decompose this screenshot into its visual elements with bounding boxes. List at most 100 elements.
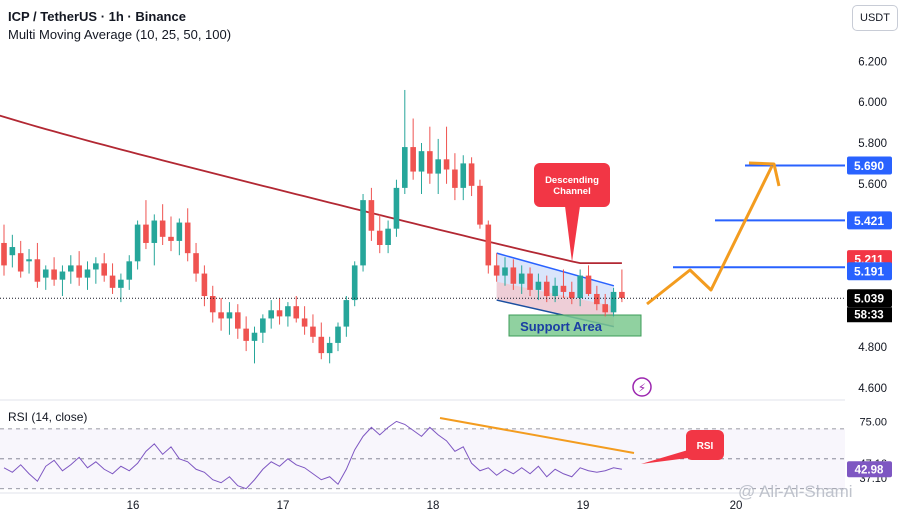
price-tick-label: 4.600 — [858, 383, 887, 395]
candle-body — [235, 312, 241, 329]
candle-body — [9, 247, 16, 256]
price-label: 5.039 — [847, 289, 892, 308]
candle-body — [543, 281, 550, 296]
price-label-text: 5.039 — [854, 292, 884, 306]
descending-channel-callout — [534, 163, 610, 207]
time-tick-label: 19 — [577, 500, 590, 512]
candle-body — [326, 342, 333, 354]
candle-body — [151, 220, 158, 243]
price-tick-label: 6.000 — [858, 97, 887, 109]
candle-body — [577, 275, 583, 299]
candle-body — [351, 265, 358, 301]
candle-body — [452, 169, 458, 188]
rsi-callout-text: RSI — [697, 441, 714, 452]
candle-body — [168, 236, 174, 241]
candle-body — [59, 271, 66, 280]
callout-pointer — [565, 206, 580, 262]
projection-arrow — [646, 165, 774, 306]
candle-body — [460, 163, 467, 188]
price-label-text: 5.191 — [854, 265, 884, 279]
rsi-tick-label: 75.00 — [859, 416, 887, 428]
projection-arrowhead — [748, 161, 781, 187]
candle-body — [184, 222, 191, 254]
candle-body — [619, 291, 625, 299]
candle-body — [143, 224, 149, 243]
candle-body — [493, 265, 500, 276]
candle-body — [126, 261, 133, 280]
horizontal-levels-layer — [0, 164, 845, 299]
support-area-label: Support Area — [520, 319, 603, 334]
candle-body — [93, 263, 99, 270]
candlestick-series — [1, 89, 625, 364]
candle-body — [260, 318, 266, 333]
bolt-icon-glyph: ⚡ — [638, 381, 646, 395]
candle-body — [159, 220, 166, 237]
symbol-title: ICP / TetherUS · 1h · Binance — [8, 9, 186, 24]
candle-body — [310, 326, 316, 337]
channel-upper-line — [496, 252, 615, 287]
price-tick-label: 5.800 — [858, 138, 887, 150]
moving-average-layer — [0, 114, 622, 265]
candle-body — [243, 328, 249, 341]
currency-button[interactable]: USDT — [852, 5, 898, 31]
candle-body — [201, 273, 208, 296]
watermark: @ Ali-Al-Shami — [738, 482, 853, 501]
grid-lines — [0, 399, 845, 494]
candle-body — [585, 275, 592, 294]
indicator-title: Multi Moving Average (10, 25, 50, 100) — [8, 27, 232, 42]
candle-body — [251, 332, 258, 341]
time-tick-label: 20 — [730, 500, 743, 512]
candle-body — [610, 291, 617, 313]
callout-text-line1: Descending — [545, 175, 599, 186]
candle-body — [485, 224, 492, 266]
price-label: 5.690 — [847, 156, 892, 175]
rsi-line — [3, 420, 622, 490]
candle-body — [134, 224, 141, 262]
time-tick-label: 17 — [277, 500, 290, 512]
candle-body — [393, 187, 400, 229]
time-axis: 16 17 18 19 20 — [127, 500, 743, 512]
price-label-bg — [847, 289, 892, 308]
candle-body — [443, 159, 450, 170]
candle-body — [209, 296, 216, 313]
candle-body — [318, 336, 325, 354]
support-area-box — [508, 314, 642, 337]
countdown-text: 58:33 — [854, 310, 883, 322]
candle-body — [285, 306, 291, 317]
candle-body — [527, 273, 533, 290]
candle-body — [276, 310, 283, 317]
candle-body — [226, 312, 233, 319]
rsi-value-text: 42.98 — [855, 464, 884, 476]
candle-body — [560, 285, 567, 292]
candle-body — [34, 259, 41, 282]
callout-text-line2: Channel — [553, 186, 590, 197]
price-label-text: 5.690 — [854, 159, 884, 173]
candle-body — [535, 281, 542, 290]
candle-body — [569, 291, 575, 299]
candle-body — [602, 304, 608, 313]
candle-body — [218, 312, 224, 319]
candle-body — [293, 306, 300, 319]
time-tick-label: 16 — [127, 500, 140, 512]
candle-body — [109, 275, 116, 288]
candle-body — [385, 228, 391, 245]
price-label-bg — [847, 156, 892, 175]
candle-body — [410, 147, 416, 172]
price-tick-label: 6.200 — [858, 56, 887, 68]
candle-body — [335, 326, 341, 343]
candle-body — [477, 185, 483, 225]
candle-body — [176, 222, 183, 241]
candle-body — [1, 242, 7, 266]
rsi-pane: RSI — [0, 417, 845, 490]
price-label: 5.191 — [847, 262, 892, 281]
candle-body — [360, 200, 366, 266]
price-label-bg — [847, 211, 892, 230]
candle-body — [510, 267, 517, 284]
candle-body — [343, 300, 350, 327]
candle-body — [101, 263, 107, 276]
time-tick-label: 18 — [427, 500, 440, 512]
bolt-icon — [632, 377, 652, 397]
price-tick-label: 5.600 — [858, 179, 887, 191]
